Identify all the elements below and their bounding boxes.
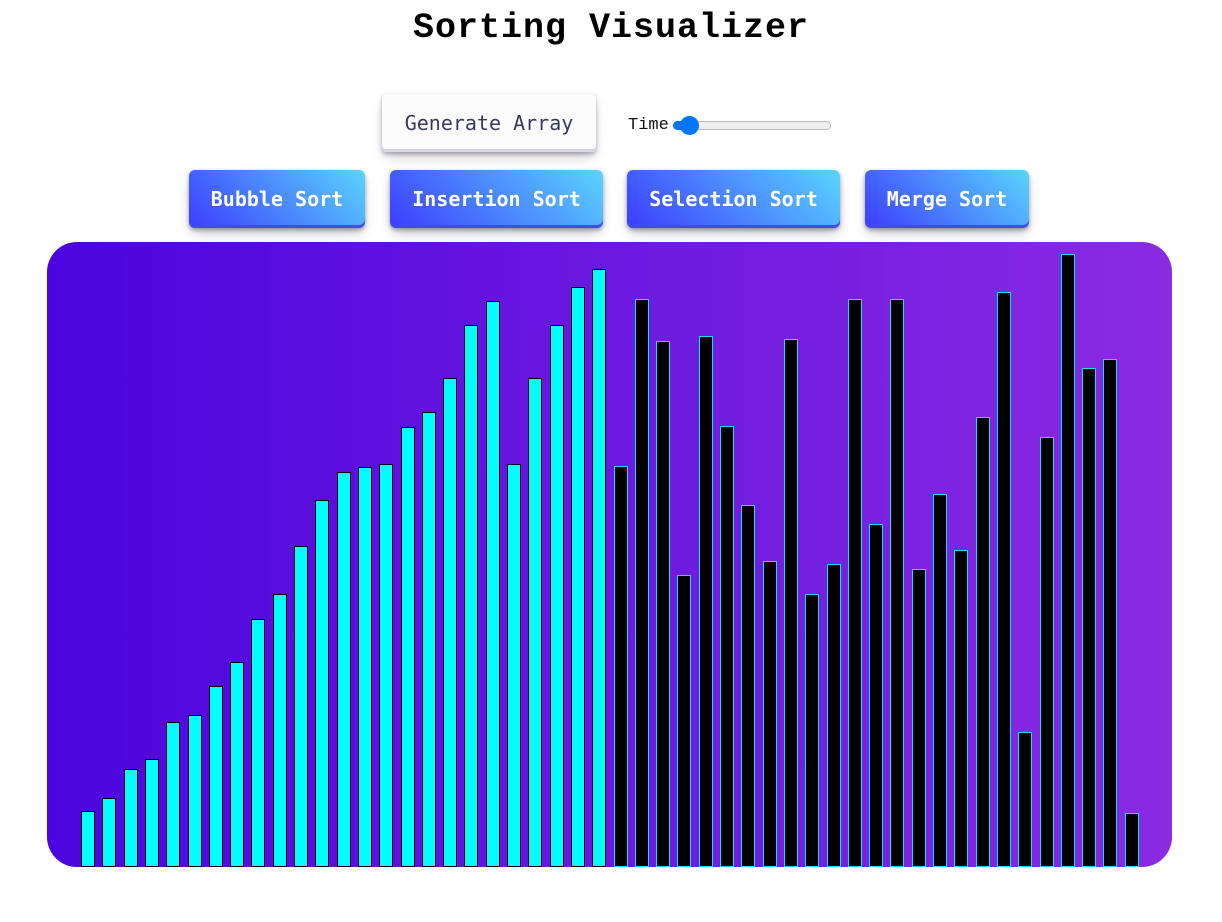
- array-bar: [144, 759, 159, 867]
- generate-array-button[interactable]: Generate Array: [382, 94, 596, 152]
- insertion-sort-button[interactable]: Insertion Sort: [390, 170, 603, 228]
- array-bar: [698, 336, 713, 867]
- array-bar: [613, 466, 628, 867]
- selection-sort-button[interactable]: Selection Sort: [627, 170, 840, 228]
- array-bar: [528, 377, 543, 867]
- array-bar: [357, 467, 372, 867]
- array-bar: [336, 472, 351, 867]
- array-bar: [847, 299, 862, 867]
- array-bar: [1039, 436, 1054, 867]
- array-bar: [592, 268, 607, 867]
- array-bar: [933, 494, 947, 867]
- array-bar: [251, 619, 266, 867]
- time-label: Time: [628, 115, 669, 135]
- array-bar: [123, 768, 138, 867]
- array-bar: [890, 299, 905, 867]
- array-bar: [1018, 732, 1033, 867]
- array-bar: [720, 425, 734, 867]
- array-bar: [549, 325, 564, 867]
- array-bar: [102, 798, 117, 867]
- array-bar: [230, 662, 245, 867]
- time-control: Time: [628, 112, 831, 138]
- bubble-sort-button[interactable]: Bubble Sort: [189, 170, 365, 228]
- array-bar: [187, 715, 202, 867]
- array-bar: [634, 299, 649, 867]
- array-bar: [1103, 359, 1118, 867]
- array-bar: [315, 500, 330, 867]
- array-bar: [826, 564, 841, 867]
- array-bar: [1060, 254, 1075, 867]
- array-bar: [81, 810, 95, 867]
- array-bar: [911, 569, 926, 867]
- array-bar: [805, 593, 820, 867]
- array-bar: [677, 575, 692, 867]
- array-bar: [783, 338, 798, 867]
- array-bar: [464, 325, 479, 867]
- array-bar: [166, 722, 181, 867]
- array-bar: [996, 292, 1011, 867]
- array-bar: [1124, 813, 1139, 867]
- time-slider[interactable]: [672, 113, 831, 137]
- array-bar: [400, 426, 415, 867]
- array-bar: [656, 341, 671, 867]
- array-bar: [975, 417, 990, 867]
- array-bar: [485, 300, 500, 867]
- array-bar: [1082, 368, 1097, 867]
- array-bar: [294, 545, 308, 867]
- array-bar: [954, 549, 969, 867]
- array-bar: [379, 463, 394, 867]
- array-bar: [208, 685, 223, 867]
- array-bar: [741, 505, 756, 867]
- array-bar: [869, 523, 884, 867]
- array-bars-container: [47, 242, 1172, 867]
- page-title: Sorting Visualizer: [412, 8, 810, 48]
- time-slider-thumb[interactable]: [680, 116, 700, 135]
- array-bar: [762, 560, 777, 867]
- merge-sort-button[interactable]: Merge Sort: [865, 170, 1029, 228]
- array-bar: [421, 412, 436, 867]
- array-bar: [570, 287, 585, 867]
- array-bar: [272, 593, 287, 867]
- array-bar: [443, 377, 458, 867]
- array-bar: [507, 463, 521, 867]
